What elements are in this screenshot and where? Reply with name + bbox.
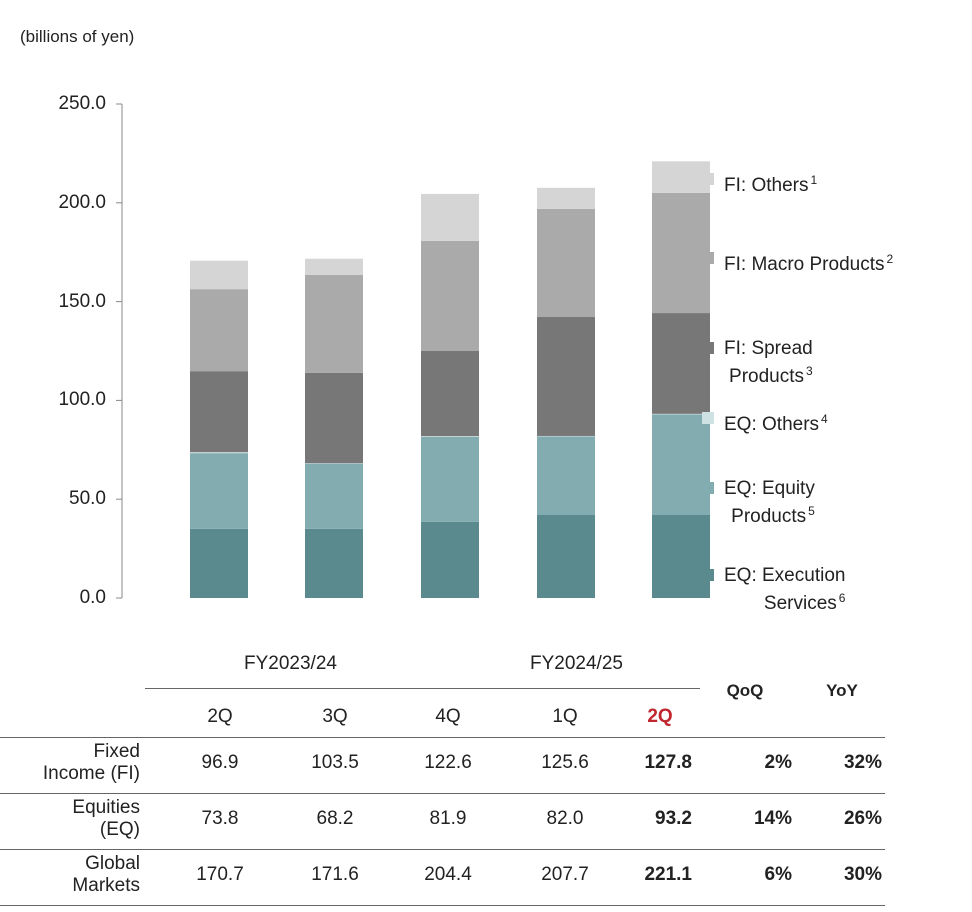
y-tick-label: 150.0 (58, 290, 106, 312)
legend-note: 4 (821, 412, 828, 426)
bar-segment (652, 515, 710, 598)
bar-segment (652, 313, 710, 414)
legend-swatch (702, 569, 714, 581)
bar-segment (652, 413, 710, 415)
legend-note: 1 (810, 173, 818, 187)
table-cell: 207.7 (541, 864, 589, 885)
legend-label: EQ: Execution Services 6 (724, 565, 846, 614)
legend-label: FI: Macro Products 2 (724, 252, 894, 275)
row-label: Equities (EQ) (72, 797, 140, 840)
bar-segment (305, 258, 363, 275)
bar-segment (305, 274, 363, 373)
bar-segment (537, 515, 595, 598)
column-header: 3Q (322, 706, 348, 727)
column-group: FY2024/25 (530, 653, 623, 674)
column-header: 4Q (435, 706, 461, 727)
bar-segment (421, 521, 479, 598)
table-cell: 6% (764, 864, 792, 885)
column-header: QoQ (726, 681, 764, 700)
legend-label: FI: Spread Products 3 (724, 338, 813, 387)
legend-note: 6 (838, 591, 846, 605)
table-cell: 30% (843, 864, 882, 885)
bar-segment (652, 192, 710, 314)
bar-segment (190, 260, 248, 290)
bar-segment (537, 317, 595, 436)
table-cell: 68.2 (316, 808, 354, 829)
legend-swatch (702, 252, 714, 264)
table-cell: 26% (843, 808, 882, 829)
row-label: Global Markets (72, 853, 140, 896)
bar-segment (537, 436, 595, 516)
table-cell: 127.8 (644, 752, 692, 773)
bar-segment (190, 371, 248, 453)
row-label: Fixed Income (FI) (42, 741, 140, 784)
table-cell: 14% (753, 808, 792, 829)
table-cell: 82.0 (546, 808, 584, 829)
legend-label: EQ: Others 4 (724, 412, 828, 435)
bar-segment (190, 452, 248, 454)
legend-swatch (702, 173, 714, 185)
column-header: 1Q (552, 706, 578, 727)
bar-segment (537, 187, 595, 209)
y-tick-label: 200.0 (58, 191, 106, 213)
row-rule (0, 905, 885, 906)
column-header: YoY (826, 681, 858, 700)
table-cell: 125.6 (541, 752, 589, 773)
bar-segment (421, 436, 479, 522)
legend-note: 5 (808, 504, 815, 518)
chart (116, 103, 714, 599)
bar-segment (305, 463, 363, 529)
bar-segment (652, 161, 710, 193)
legend-swatch (702, 482, 714, 494)
legend-label: FI: Others 1 (724, 173, 818, 196)
y-unit: (billions of yen) (20, 27, 135, 46)
bar-segment (305, 528, 363, 598)
row-rule (0, 849, 885, 850)
legend-swatch (702, 342, 714, 354)
bar-segment (305, 372, 363, 464)
bar-segment (652, 414, 710, 516)
table-cell: 32% (843, 752, 882, 773)
y-tick-label: 50.0 (69, 488, 106, 510)
table-cell: 170.7 (196, 864, 244, 885)
table-cell: 221.1 (644, 864, 692, 885)
bar-segment (537, 208, 595, 318)
y-tick-label: 0.0 (79, 587, 106, 608)
bar-segment (190, 453, 248, 529)
bar-segment (190, 289, 248, 372)
group-rule (145, 688, 700, 689)
table-cell: 204.4 (424, 864, 472, 885)
legend-swatch (702, 412, 714, 424)
row-rule (0, 793, 885, 794)
y-tick-label: 100.0 (58, 389, 106, 411)
legend-label: EQ: Equity Products 5 (724, 478, 815, 527)
table-cell: 73.8 (201, 808, 239, 829)
table-cell: 171.6 (311, 864, 359, 885)
table-cell: 2% (764, 752, 792, 773)
column-header: 2Q (647, 706, 673, 727)
table-cell: 93.2 (655, 808, 692, 829)
table-cell: 96.9 (201, 752, 239, 773)
bar-segment (421, 351, 479, 437)
bar-segment (421, 193, 479, 241)
row-rule (0, 737, 885, 738)
table-cell: 103.5 (311, 752, 359, 773)
bar-segment (421, 436, 479, 437)
y-tick-label: 250.0 (58, 93, 106, 114)
table-cell: 81.9 (429, 808, 467, 829)
column-group: FY2023/24 (244, 653, 337, 674)
column-header: 2Q (207, 706, 233, 727)
bar-segment (421, 240, 479, 351)
legend-note: 2 (886, 252, 894, 266)
legend-note: 3 (806, 364, 813, 378)
table-cell: 122.6 (424, 752, 472, 773)
bar-segment (190, 528, 248, 598)
